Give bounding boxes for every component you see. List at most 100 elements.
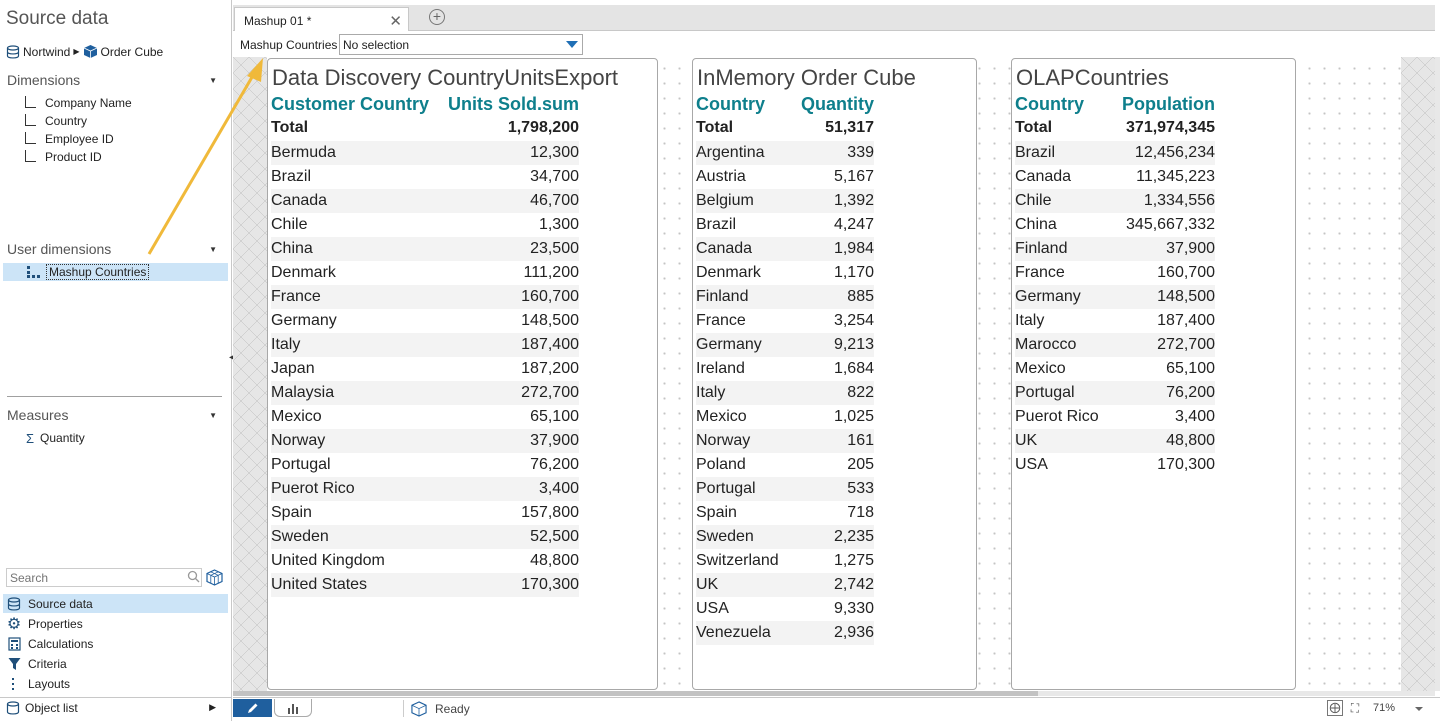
nav-calculations[interactable]: Calculations [3,634,228,653]
dimension-item[interactable]: Employee ID [22,130,114,148]
table-row[interactable]: United States 170,300 [271,573,579,597]
table-row[interactable]: Denmark 111,200 [271,261,579,285]
table-row[interactable]: Chile 1,300 [271,213,579,237]
table-row[interactable]: China 23,500 [271,237,579,261]
table-row[interactable]: Austria 5,167 [696,165,874,189]
header-cell[interactable]: Population [1122,93,1215,114]
dimension-item[interactable]: Country [22,112,87,130]
user-dimensions-header[interactable]: User dimensions ▼ [7,241,217,257]
dimensions-header[interactable]: Dimensions ▼ [7,72,217,88]
table-row[interactable]: France 160,700 [1015,261,1215,285]
table-row[interactable]: Marocco 272,700 [1015,333,1215,357]
chart-mode-button[interactable] [274,699,312,717]
edit-mode-button[interactable] [233,699,272,717]
table-row[interactable]: France 160,700 [271,285,579,309]
collapse-caret-icon[interactable]: ▼ [209,244,217,254]
table-row[interactable]: Finland 885 [696,285,874,309]
table-row[interactable]: Sweden 52,500 [271,525,579,549]
search-input[interactable] [6,568,202,587]
table-row[interactable]: Japan 187,200 [271,357,579,381]
horizontal-scrollbar[interactable] [233,691,1435,696]
header-cell[interactable]: Country [1015,93,1084,114]
table-row[interactable]: Spain 157,800 [271,501,579,525]
table-row[interactable]: Sweden 2,235 [696,525,874,549]
fit-to-window-icon[interactable]: ⨁ [1327,700,1343,716]
nav-source-data[interactable]: Source data [3,594,228,613]
table-row[interactable]: Venezuela 2,936 [696,621,874,645]
table-row[interactable]: Malaysia 272,700 [271,381,579,405]
table-row[interactable]: United Kingdom 48,800 [271,549,579,573]
table-row[interactable]: Brazil 12,456,234 [1015,141,1215,165]
header-cell[interactable]: Customer Country [271,93,430,114]
table-row[interactable]: Portugal 76,200 [1015,381,1215,405]
source-path[interactable]: Nortwind ▶ Order Cube [6,44,163,59]
mashup-selection-dropdown[interactable]: No selection [339,34,583,55]
table-card-olapcountries[interactable]: OLAPCountries Country Population Total 3… [1011,58,1296,690]
table-row[interactable]: UK 2,742 [696,573,874,597]
table-row[interactable]: Brazil 4,247 [696,213,874,237]
table-row[interactable]: Germany 148,500 [271,309,579,333]
vertical-scrollbar[interactable] [1435,57,1440,691]
canvas[interactable]: Data Discovery CountryUnitsExport Custom… [233,57,1435,691]
table-row[interactable]: USA 9,330 [696,597,874,621]
table-row[interactable]: Poland 205 [696,453,874,477]
table-row[interactable]: Ireland 1,684 [696,357,874,381]
table-row[interactable]: Norway 37,900 [271,429,579,453]
dimension-item[interactable]: Company Name [22,94,132,112]
table-row[interactable]: Switzerland 1,275 [696,549,874,573]
table-row[interactable]: Norway 161 [696,429,874,453]
measures-header[interactable]: Measures ▼ [7,407,217,423]
collapse-caret-icon[interactable]: ▼ [209,75,217,85]
table-row[interactable]: Argentina 339 [696,141,874,165]
search-icon[interactable] [187,570,200,583]
table-row[interactable]: Denmark 1,170 [696,261,874,285]
table-row[interactable]: Portugal 533 [696,477,874,501]
table-row[interactable]: Puerot Rico 3,400 [1015,405,1215,429]
panel-collapse-icon[interactable]: ◀ [229,352,237,363]
table-row[interactable]: Puerot Rico 3,400 [271,477,579,501]
zoom-level[interactable]: 71% [1373,702,1396,714]
table-row[interactable]: Bermuda 12,300 [271,141,579,165]
cube-grid-icon[interactable] [206,569,223,586]
table-row[interactable]: Italy 822 [696,381,874,405]
table-row[interactable]: Brazil 34,700 [271,165,579,189]
header-cell[interactable]: Country [696,93,765,114]
chevron-down-icon[interactable] [1415,707,1423,711]
scrollbar-thumb[interactable] [233,691,1038,696]
table-row[interactable]: Spain 718 [696,501,874,525]
nav-layouts[interactable]: Layouts [3,674,228,693]
fullscreen-icon[interactable]: ⛶ [1350,701,1360,715]
table-row[interactable]: China 345,667,332 [1015,213,1215,237]
nav-criteria[interactable]: Criteria [3,654,228,673]
close-icon[interactable]: ✕ [389,13,402,30]
measure-item[interactable]: Σ Quantity [26,429,85,447]
table-row[interactable]: Italy 187,400 [1015,309,1215,333]
table-row[interactable]: Mexico 65,100 [1015,357,1215,381]
table-row[interactable]: Chile 1,334,556 [1015,189,1215,213]
header-cell[interactable]: Quantity [800,93,874,114]
table-row[interactable]: Finland 37,900 [1015,237,1215,261]
table-card-data-discovery[interactable]: Data Discovery CountryUnitsExport Custom… [267,58,658,690]
nav-properties[interactable]: ⚙ Properties [3,614,228,633]
tab-mashup-01[interactable]: Mashup 01 * ✕ [234,7,409,33]
table-row[interactable]: Italy 187,400 [271,333,579,357]
dimension-item[interactable]: Product ID [22,148,102,166]
table-card-inmemory[interactable]: InMemory Order Cube Country Quantity Tot… [692,58,977,690]
table-row[interactable]: Belgium 1,392 [696,189,874,213]
table-row[interactable]: USA 170,300 [1015,453,1215,477]
table-row[interactable]: Germany 148,500 [1015,285,1215,309]
table-row[interactable]: Germany 9,213 [696,333,874,357]
header-cell[interactable]: Units Sold.sum [447,93,579,114]
add-tab-icon[interactable]: + [429,9,445,25]
table-row[interactable]: France 3,254 [696,309,874,333]
table-row[interactable]: Canada 1,984 [696,237,874,261]
table-row[interactable]: Portugal 76,200 [271,453,579,477]
table-row[interactable]: UK 48,800 [1015,429,1215,453]
table-row[interactable]: Canada 46,700 [271,189,579,213]
table-row[interactable]: Mexico 1,025 [696,405,874,429]
table-row[interactable]: Mexico 65,100 [271,405,579,429]
user-dimension-item-mashup-countries[interactable]: Mashup Countries [3,263,228,281]
object-list-button[interactable]: Object list ▶ [0,697,232,717]
collapse-caret-icon[interactable]: ▼ [209,410,217,420]
table-row[interactable]: Canada 11,345,223 [1015,165,1215,189]
